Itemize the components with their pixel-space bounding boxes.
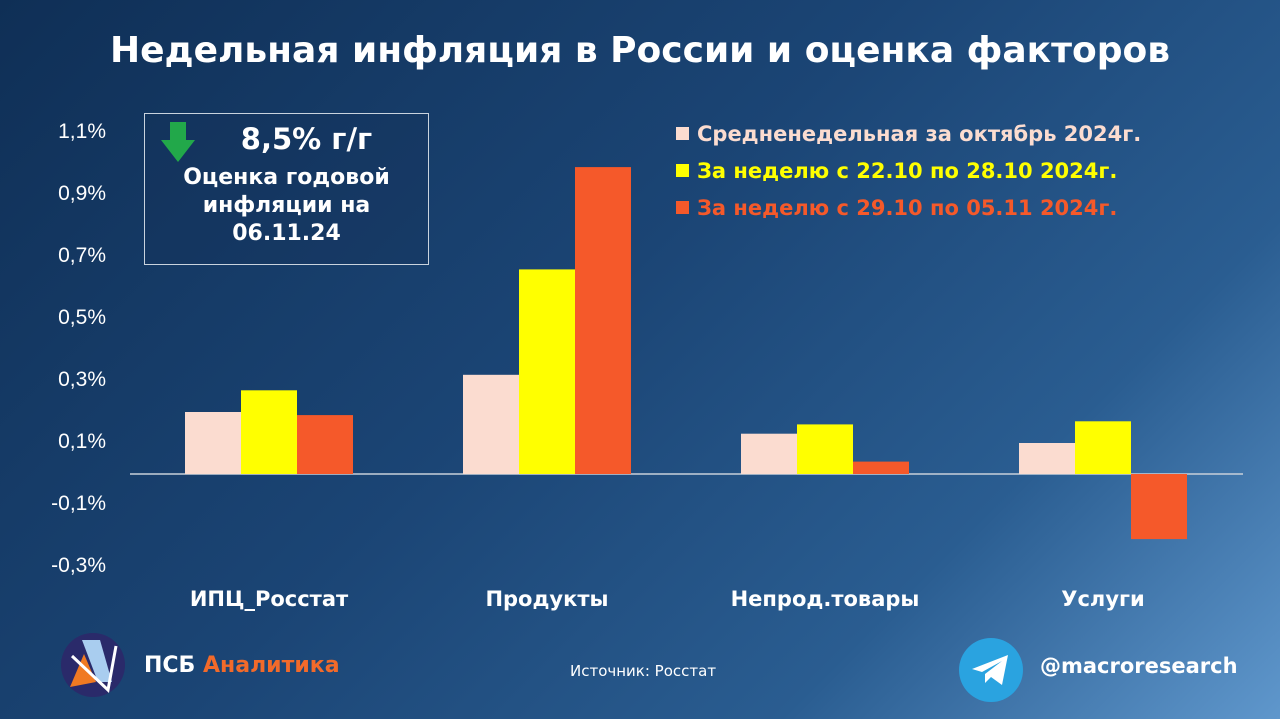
bar-1-series-0 bbox=[463, 374, 519, 474]
legend-swatch bbox=[676, 201, 689, 214]
legend-swatch bbox=[676, 164, 689, 177]
y-tick-label: 0,7% bbox=[58, 244, 106, 267]
bar-3-series-0 bbox=[1019, 443, 1075, 474]
legend-label: За неделю с 22.10 по 28.10 2024г. bbox=[697, 158, 1118, 183]
legend: Средненедельная за октябрь 2024г. За неде… bbox=[676, 115, 1141, 226]
category-label: Услуги bbox=[1061, 587, 1145, 611]
psb-logo-icon bbox=[61, 633, 125, 697]
bar-0-series-2 bbox=[297, 415, 353, 474]
brand-right: Аналитика bbox=[203, 653, 340, 678]
bar-0-series-1 bbox=[241, 390, 297, 474]
y-tick-label: 1,1% bbox=[58, 120, 106, 143]
category-label: ИПЦ_Росстат bbox=[189, 587, 349, 611]
category-label: Непрод.товары bbox=[730, 587, 920, 611]
legend-item: За неделю с 22.10 по 28.10 2024г. bbox=[676, 152, 1141, 189]
y-tick-label: 0,1% bbox=[58, 430, 106, 453]
legend-label: Средненедельная за октябрь 2024г. bbox=[697, 121, 1142, 146]
category-label: Продукты bbox=[485, 587, 609, 611]
bar-3-series-1 bbox=[1075, 421, 1131, 474]
annotation-line: Оценка годовой bbox=[183, 165, 390, 190]
annotation-line: инфляции на bbox=[202, 193, 371, 218]
bar-2-series-0 bbox=[741, 433, 797, 474]
bar-1-series-1 bbox=[519, 269, 575, 474]
brand-name: ПСБ Аналитика bbox=[144, 653, 340, 678]
arrow-down-icon bbox=[161, 122, 195, 162]
legend-item: Средненедельная за октябрь 2024г. bbox=[676, 115, 1141, 152]
annotation-line: 06.11.24 bbox=[232, 221, 341, 246]
bar-3-series-2 bbox=[1131, 474, 1187, 540]
annual-inflation-value: 8,5% г/г bbox=[240, 122, 373, 156]
legend-item: За неделю с 29.10 по 05.11 2024г. bbox=[676, 189, 1141, 226]
brand-left: ПСБ bbox=[144, 653, 196, 678]
y-tick-label: 0,9% bbox=[58, 182, 106, 205]
telegram-handle: @macroresearch bbox=[1040, 654, 1238, 678]
chart-title: Недельная инфляция в России и оценка фак… bbox=[110, 30, 1170, 71]
bar-0-series-0 bbox=[185, 412, 241, 474]
annual-inflation-box: 8,5% г/г Оценка годовой инфляции на 06.1… bbox=[144, 113, 429, 265]
y-tick-label: 0,3% bbox=[58, 368, 106, 391]
source-note: Источник: Росстат bbox=[570, 662, 717, 680]
y-tick-label: -0,1% bbox=[51, 492, 106, 515]
legend-label: За неделю с 29.10 по 05.11 2024г. bbox=[697, 195, 1118, 220]
y-tick-label: 0,5% bbox=[58, 306, 106, 329]
bar-2-series-2 bbox=[853, 461, 909, 474]
legend-swatch bbox=[676, 127, 689, 140]
bar-2-series-1 bbox=[797, 424, 853, 474]
y-tick-label: -0,3% bbox=[51, 554, 106, 577]
telegram-icon bbox=[959, 638, 1023, 702]
bar-1-series-2 bbox=[575, 167, 631, 474]
